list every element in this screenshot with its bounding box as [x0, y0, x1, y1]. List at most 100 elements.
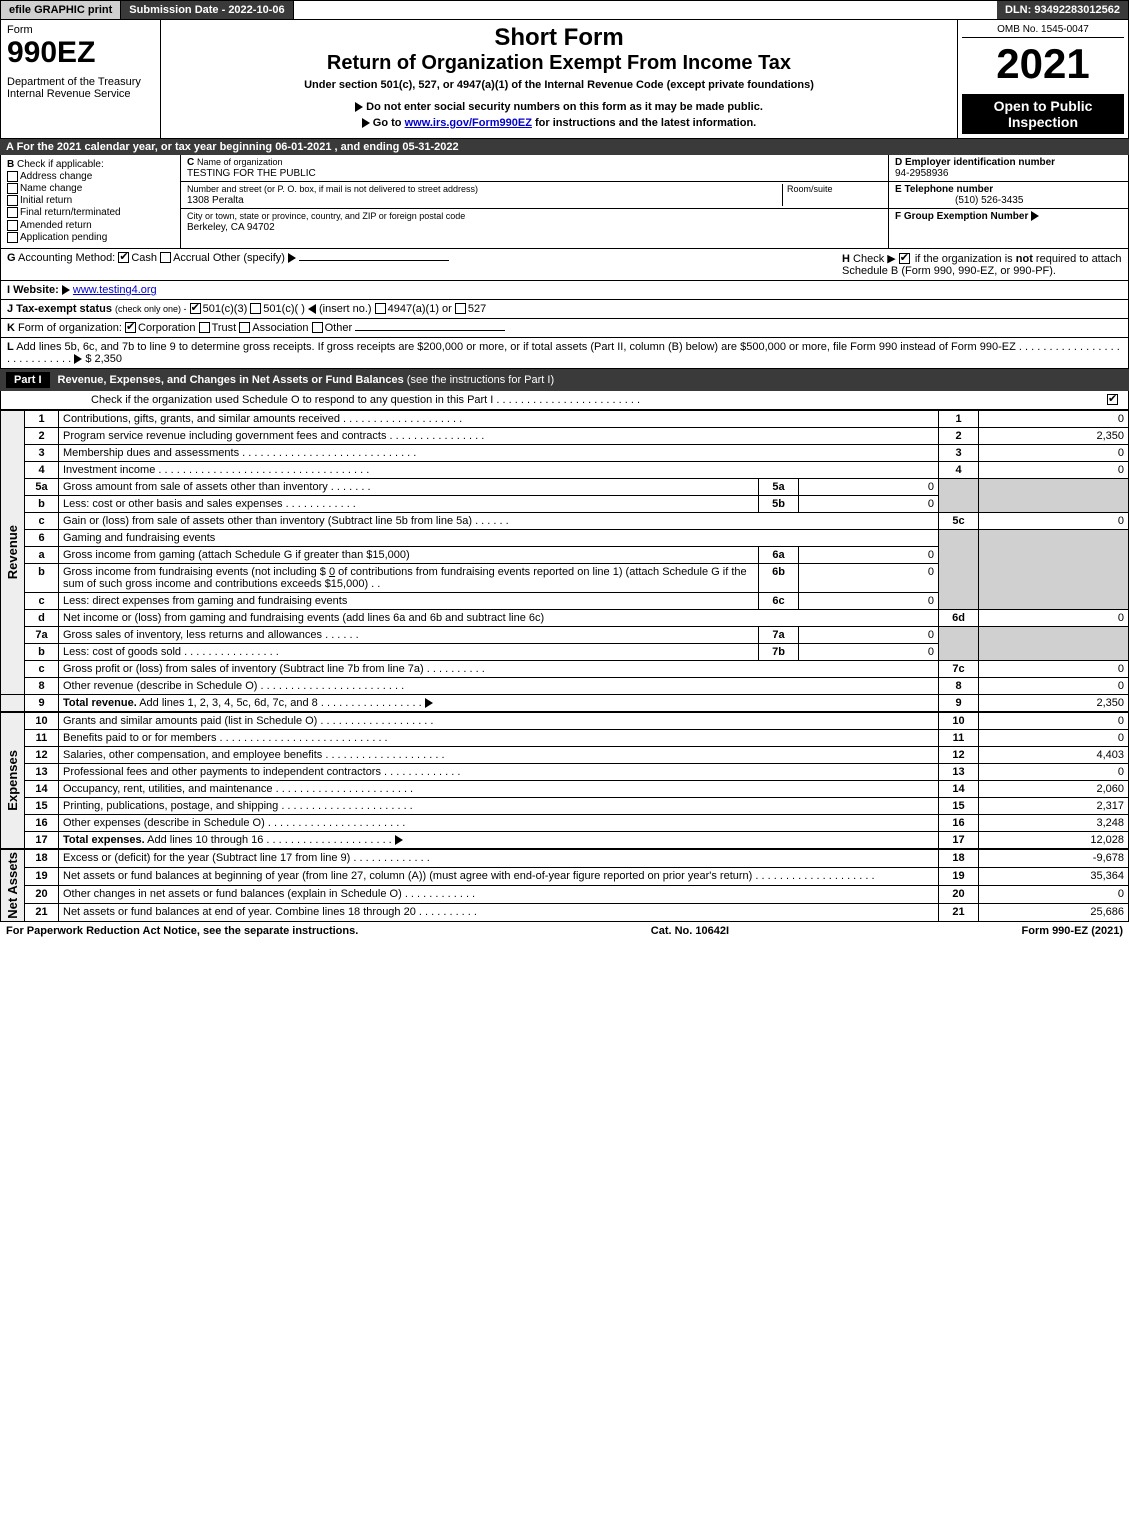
table-row: 19 Net assets or fund balances at beginn… — [1, 867, 1129, 885]
l-label: L — [7, 341, 14, 353]
title-short-form: Short Form — [165, 24, 953, 52]
check-amended-return[interactable]: Amended return — [7, 220, 174, 231]
j-4947: 4947(a)(1) or — [388, 303, 452, 315]
org-name-row: C Name of organization TESTING FOR THE P… — [181, 155, 888, 182]
form-number: 990EZ — [7, 36, 154, 70]
check-final-return[interactable]: Final return/terminated — [7, 207, 174, 218]
check-address-change[interactable]: Address change — [7, 171, 174, 182]
expenses-table: Expenses 10 Grants and similar amounts p… — [0, 712, 1129, 849]
line-amt: 0 — [979, 660, 1129, 677]
line-num: a — [25, 546, 59, 563]
line-num: 18 — [25, 849, 59, 867]
page-footer: For Paperwork Reduction Act Notice, see … — [0, 922, 1129, 940]
checkbox-cash[interactable] — [118, 252, 129, 263]
checkbox-501c3[interactable] — [190, 303, 201, 314]
line-amt: 0 — [979, 444, 1129, 461]
checkbox-icon[interactable] — [7, 171, 18, 182]
line-box: 7c — [939, 660, 979, 677]
row-a-tax-year: A For the 2021 calendar year, or tax yea… — [0, 139, 1129, 155]
group-exemption-row: F Group Exemption Number — [889, 209, 1128, 224]
line-desc: Gross profit or (loss) from sales of inv… — [59, 660, 939, 677]
cat-no: Cat. No. 10642I — [651, 925, 729, 937]
checkbox-501c[interactable] — [250, 303, 261, 314]
line-desc: Salaries, other compensation, and employ… — [59, 746, 939, 763]
col-b: B Check if applicable: Address change Na… — [1, 155, 181, 248]
arrow-icon — [288, 253, 296, 263]
table-row: 5a Gross amount from sale of assets othe… — [1, 478, 1129, 495]
check-label: Name change — [20, 183, 82, 194]
checkbox-icon[interactable] — [7, 183, 18, 194]
submission-date: Submission Date - 2022-10-06 — [121, 1, 293, 19]
checkbox-association[interactable] — [239, 322, 250, 333]
checkbox-icon[interactable] — [7, 207, 18, 218]
checkbox-other-org[interactable] — [312, 322, 323, 333]
table-row: 16 Other expenses (describe in Schedule … — [1, 814, 1129, 831]
line-amt: 2,350 — [979, 427, 1129, 444]
ein-value: 94-2958936 — [895, 168, 948, 179]
section-i: I Website: www.testing4.org — [0, 281, 1129, 300]
line-amt: 35,364 — [979, 867, 1129, 885]
efile-print-button[interactable]: efile GRAPHIC print — [1, 1, 121, 19]
h-not: not — [1016, 253, 1033, 265]
checkbox-icon[interactable] — [7, 220, 18, 231]
table-row: c Gross profit or (loss) from sales of i… — [1, 660, 1129, 677]
dln: DLN: 93492283012562 — [997, 1, 1128, 19]
line-box: 9 — [939, 694, 979, 711]
arrow-icon — [362, 118, 370, 128]
h-text2: if the organization is — [915, 253, 1013, 265]
line-box: 11 — [939, 729, 979, 746]
line-num: 13 — [25, 763, 59, 780]
check-name-change[interactable]: Name change — [7, 183, 174, 194]
line-box: 6d — [939, 609, 979, 626]
checkbox-trust[interactable] — [199, 322, 210, 333]
paperwork-notice: For Paperwork Reduction Act Notice, see … — [6, 925, 358, 937]
sub-amt: 0 — [799, 495, 939, 512]
check-application-pending[interactable]: Application pending — [7, 232, 174, 243]
form-ref: Form 990-EZ (2021) — [1022, 925, 1124, 937]
irs-link[interactable]: www.irs.gov/Form990EZ — [405, 117, 532, 129]
phone-row: E Telephone number (510) 526-3435 — [889, 182, 1128, 209]
warn-text: Do not enter social security numbers on … — [366, 101, 763, 113]
line-box: 14 — [939, 780, 979, 797]
other-org-input[interactable] — [355, 330, 505, 331]
line-num: c — [25, 660, 59, 677]
website-link[interactable]: www.testing4.org — [73, 284, 157, 296]
line-desc: Other revenue (describe in Schedule O) .… — [59, 677, 939, 694]
table-row: 7a Gross sales of inventory, less return… — [1, 626, 1129, 643]
col-def: D Employer identification number 94-2958… — [888, 155, 1128, 248]
sub-label: 7b — [759, 643, 799, 660]
line-amt: -9,678 — [979, 849, 1129, 867]
checkbox-schedule-o[interactable] — [1107, 394, 1118, 405]
f-label: F Group Exemption Number — [895, 211, 1028, 222]
table-row: 21 Net assets or fund balances at end of… — [1, 903, 1129, 921]
line-num: 8 — [25, 677, 59, 694]
other-specify-input[interactable] — [299, 260, 449, 261]
checkbox-schedule-b[interactable] — [899, 253, 910, 264]
cash-label: Cash — [131, 252, 157, 264]
table-row: 8 Other revenue (describe in Schedule O)… — [1, 677, 1129, 694]
city-label: City or town, state or province, country… — [187, 211, 465, 221]
checkbox-accrual[interactable] — [160, 252, 171, 263]
line-amt: 4,403 — [979, 746, 1129, 763]
city-value: Berkeley, CA 94702 — [187, 222, 275, 233]
part-i-check-line: Check if the organization used Schedule … — [0, 391, 1129, 410]
checkbox-4947[interactable] — [375, 303, 386, 314]
checkbox-corporation[interactable] — [125, 322, 136, 333]
arrow-icon — [62, 285, 70, 295]
c-label: C — [187, 157, 194, 168]
check-initial-return[interactable]: Initial return — [7, 195, 174, 206]
street-row: Number and street (or P. O. box, if mail… — [181, 182, 888, 209]
grey-cell — [939, 529, 979, 609]
j-501c: 501(c)( ) — [263, 303, 305, 315]
grey-cell — [939, 478, 979, 512]
header-left: Form 990EZ Department of the Treasury In… — [1, 20, 161, 138]
checkbox-icon[interactable] — [7, 195, 18, 206]
goto-pre: Go to — [373, 117, 405, 129]
checkbox-icon[interactable] — [7, 232, 18, 243]
line-box: 3 — [939, 444, 979, 461]
line-desc: Gross income from fundraising events (no… — [59, 563, 759, 592]
line-amt: 3,248 — [979, 814, 1129, 831]
line-desc: Membership dues and assessments . . . . … — [59, 444, 939, 461]
room-label: Room/suite — [787, 184, 833, 194]
checkbox-527[interactable] — [455, 303, 466, 314]
